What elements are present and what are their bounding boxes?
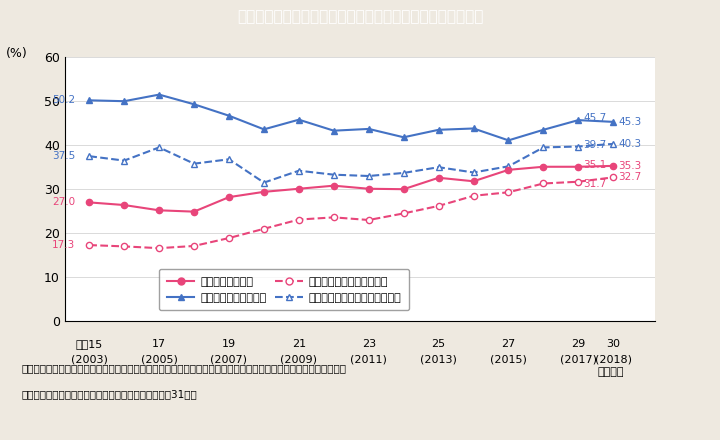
Text: 45.3: 45.3	[618, 117, 642, 127]
Text: 17: 17	[152, 339, 166, 349]
Text: ２．採用期間は，各年４月１日から翌年３月31日。: ２．採用期間は，各年４月１日から翌年３月31日。	[22, 389, 197, 400]
Text: 35.1: 35.1	[584, 161, 607, 170]
Text: （年度）: （年度）	[598, 367, 624, 378]
Text: 50.2: 50.2	[52, 95, 76, 105]
Text: 23: 23	[361, 339, 376, 349]
Text: (2017): (2017)	[560, 354, 597, 364]
Text: Ｉ－１－７図　地方公務員採用者に占める女性の割合の推移: Ｉ－１－７図 地方公務員採用者に占める女性の割合の推移	[237, 9, 483, 24]
Text: 39.7: 39.7	[584, 140, 607, 150]
Text: 17.3: 17.3	[52, 240, 76, 250]
Text: 19: 19	[222, 339, 236, 349]
Text: 35.3: 35.3	[618, 161, 642, 171]
Text: 21: 21	[292, 339, 306, 349]
Text: 30: 30	[606, 339, 620, 349]
Text: (%): (%)	[6, 47, 27, 60]
Text: 31.7: 31.7	[584, 179, 607, 189]
Text: 27.0: 27.0	[52, 198, 76, 207]
Text: (2011): (2011)	[351, 354, 387, 364]
Text: (2013): (2013)	[420, 354, 457, 364]
Text: 40.3: 40.3	[618, 139, 642, 149]
Legend: 都道府県（全体）, 政令指定都市（全体）, 都道府県（大学卒業程度）, 政令指定都市（大学卒業程度）: 都道府県（全体）, 政令指定都市（全体）, 都道府県（大学卒業程度）, 政令指定…	[159, 269, 409, 310]
Text: (2003): (2003)	[71, 354, 108, 364]
Text: (2018): (2018)	[595, 354, 631, 364]
Text: 27: 27	[501, 339, 516, 349]
Text: 37.5: 37.5	[52, 151, 76, 161]
Text: 平成15: 平成15	[76, 339, 103, 349]
Text: 32.7: 32.7	[618, 172, 642, 182]
Text: (2009): (2009)	[280, 354, 318, 364]
Text: (2015): (2015)	[490, 354, 527, 364]
Text: 29: 29	[571, 339, 585, 349]
Text: (2005): (2005)	[140, 354, 178, 364]
Text: 25: 25	[431, 339, 446, 349]
Text: (2007): (2007)	[210, 354, 248, 364]
Text: 45.7: 45.7	[584, 113, 607, 123]
Text: （備考）１．内閣府「地方公共団体における男女共同参画社会の形成又は女性に関する施策の推進状況」より作成。: （備考）１．内閣府「地方公共団体における男女共同参画社会の形成又は女性に関する施…	[22, 363, 346, 373]
